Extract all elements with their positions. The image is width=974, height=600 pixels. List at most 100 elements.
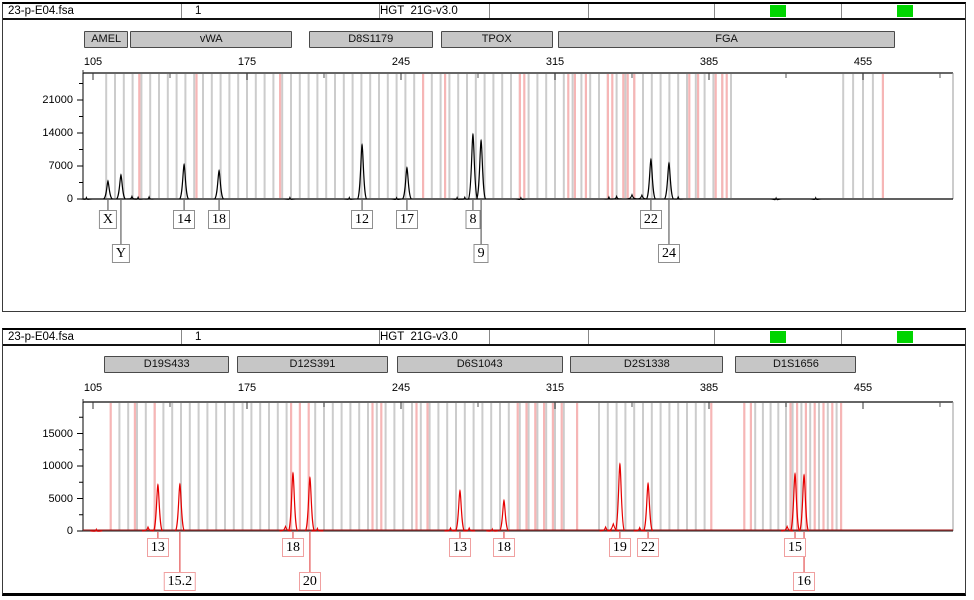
panel-version-label: HGT 21G-v3.0 xyxy=(380,5,458,17)
header-cell-divider xyxy=(841,330,842,344)
x-axis-tick-label: 455 xyxy=(853,382,873,394)
gray-bin xyxy=(818,403,820,530)
allele-label[interactable]: 12 xyxy=(351,210,374,229)
gray-bin xyxy=(642,74,644,198)
gray-bin xyxy=(437,403,440,530)
minor-peak xyxy=(625,193,639,200)
allele-label[interactable]: 22 xyxy=(637,538,660,557)
gray-bin xyxy=(800,403,803,530)
pink-bin xyxy=(688,74,691,198)
pink-bin xyxy=(534,403,537,530)
pink-bin xyxy=(415,403,418,530)
gray-bin xyxy=(455,403,457,530)
allele-leader-lines xyxy=(157,532,805,573)
pink-bin xyxy=(804,403,807,530)
pink-bin xyxy=(796,403,799,530)
y-axis-tick-label: 0 xyxy=(66,525,73,537)
pink-bin xyxy=(633,74,636,198)
pink-bin xyxy=(551,403,554,530)
pink-bin xyxy=(697,74,700,198)
gray-bin xyxy=(375,403,378,530)
allele-label[interactable]: 9 xyxy=(473,244,489,263)
allele-label[interactable]: 18 xyxy=(281,538,304,557)
gray-bin xyxy=(254,74,257,198)
allele-label[interactable]: 20 xyxy=(298,572,321,591)
gray-bin xyxy=(650,74,653,198)
pink-bin xyxy=(813,403,816,530)
gray-bin xyxy=(367,403,369,530)
gray-bin xyxy=(395,74,398,198)
allele-label[interactable]: 22 xyxy=(639,210,662,229)
allele-peak xyxy=(614,462,625,532)
allele-label[interactable]: 8 xyxy=(465,210,481,229)
gray-bin xyxy=(483,74,486,198)
minor-peak xyxy=(80,195,93,200)
allele-label[interactable]: 15.2 xyxy=(163,572,197,591)
allele-peak xyxy=(498,498,509,532)
x-axis-tick-label: 455 xyxy=(853,56,873,68)
gray-bin xyxy=(499,403,501,530)
gray-bin xyxy=(501,74,504,198)
pink-bin xyxy=(714,74,717,198)
y-axis-tick-label: 5000 xyxy=(48,492,73,505)
allele-label[interactable]: 15 xyxy=(784,538,807,557)
gray-bin xyxy=(404,74,407,198)
minor-peak xyxy=(141,525,155,532)
gray-bin xyxy=(290,74,292,198)
pink-bin xyxy=(584,74,587,198)
allele-label[interactable]: 13 xyxy=(146,538,169,557)
gray-bin xyxy=(580,74,583,198)
allele-label[interactable]: 18 xyxy=(208,210,231,229)
gray-bin xyxy=(193,74,196,198)
gray-bin xyxy=(428,403,431,530)
quality-pass-indicator xyxy=(770,331,786,343)
gray-bin xyxy=(386,74,389,198)
minor-peak xyxy=(610,194,623,200)
x-axis-tick-label: 105 xyxy=(83,56,103,68)
gray-bin xyxy=(268,403,270,530)
allele-peak xyxy=(476,138,487,200)
gray-bin xyxy=(466,74,468,198)
pink-bin xyxy=(567,74,570,198)
gray-bin xyxy=(536,74,539,198)
allele-label[interactable]: 19 xyxy=(608,538,631,557)
allele-label[interactable]: 13 xyxy=(448,538,471,557)
allele-label[interactable]: 24 xyxy=(657,244,680,263)
gray-bin xyxy=(777,403,780,530)
allele-peak xyxy=(115,173,126,200)
gray-bin xyxy=(175,74,178,198)
gray-bin xyxy=(571,74,574,198)
header-cell-divider xyxy=(489,4,490,18)
x-axis-tick-label: 315 xyxy=(545,382,565,394)
allele-label[interactable]: 17 xyxy=(395,210,418,229)
gray-bin xyxy=(232,403,235,530)
gray-bin xyxy=(463,403,466,530)
gray-bin xyxy=(703,403,706,530)
allele-label[interactable]: 16 xyxy=(793,572,816,591)
pink-bin xyxy=(840,403,843,530)
pink-bin xyxy=(710,403,713,530)
gray-bin xyxy=(809,403,812,530)
gray-bin xyxy=(624,403,627,530)
minor-peak xyxy=(672,195,685,200)
y-axis-tick-label: 21000 xyxy=(42,94,73,106)
gray-bin xyxy=(206,403,209,530)
gray-bin xyxy=(180,403,182,530)
allele-label[interactable]: Y xyxy=(111,244,130,263)
gray-bin xyxy=(340,403,343,530)
allele-label[interactable]: X xyxy=(98,210,118,229)
gray-bin xyxy=(197,403,200,530)
gray-bin xyxy=(545,74,548,198)
gray-bin xyxy=(606,403,609,530)
gray-bin xyxy=(481,403,484,530)
gray-bin xyxy=(785,403,787,530)
locus-marker-bar: FGA xyxy=(558,31,895,48)
allele-peak xyxy=(174,482,185,532)
locus-marker-bar: AMEL xyxy=(84,31,129,48)
gray-bin xyxy=(589,74,592,198)
allele-label[interactable]: 14 xyxy=(173,210,196,229)
allele-label[interactable]: 18 xyxy=(492,538,515,557)
header-cell-divider xyxy=(714,4,715,18)
gray-bin xyxy=(527,74,530,198)
gray-bin xyxy=(228,74,231,198)
